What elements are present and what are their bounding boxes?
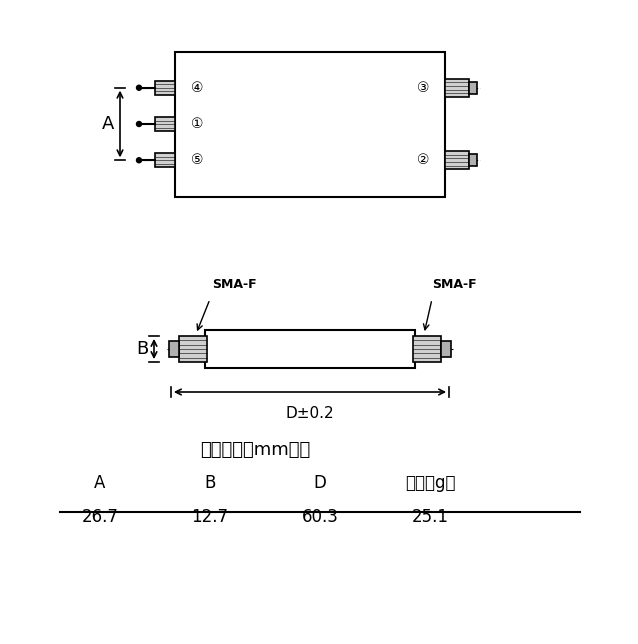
Text: B: B [136,340,148,358]
Text: SMA-F: SMA-F [432,278,477,291]
Text: A: A [94,474,106,492]
Text: B: B [204,474,216,492]
Bar [155,117,175,131]
Text: D: D [313,474,327,492]
Text: D±0.2: D±0.2 [286,406,334,421]
Bar [179,336,207,362]
Text: SMA-F: SMA-F [212,278,256,291]
Text: ⑤: ⑤ [191,153,204,167]
Text: ④: ④ [191,80,204,95]
Bar [445,151,469,169]
Bar [175,52,445,196]
Bar [441,341,451,357]
Circle shape [137,158,142,163]
Bar [469,82,477,94]
Circle shape [137,122,142,126]
Bar [205,330,415,368]
Text: 重量（g）: 重量（g） [404,474,456,492]
Circle shape [137,85,142,90]
Text: 25.1: 25.1 [412,508,449,526]
Bar [155,153,175,167]
Bar [469,155,477,166]
Text: 12.7: 12.7 [191,508,228,526]
Bar [445,79,469,97]
Text: ③: ③ [417,80,429,95]
Text: 外观尺寸（mm）：: 外观尺寸（mm）： [200,441,310,459]
Text: ②: ② [417,153,429,167]
Text: 60.3: 60.3 [302,508,338,526]
Text: A: A [102,115,114,133]
Bar [413,336,441,362]
Bar [169,341,179,357]
Bar [155,80,175,95]
Text: 26.7: 26.7 [82,508,119,526]
Text: ①: ① [191,117,204,131]
